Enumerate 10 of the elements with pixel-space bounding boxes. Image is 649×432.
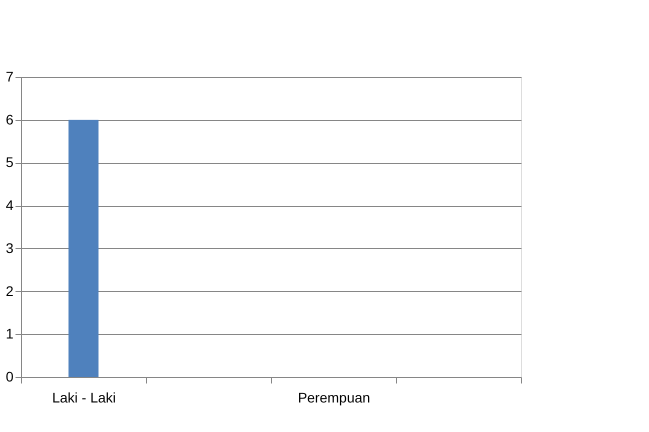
y-tick-label: 6 [6,111,14,128]
y-tick-label: 1 [6,326,14,342]
x-tick-label: Laki - Laki [52,390,116,406]
y-tick-label: 4 [6,197,14,214]
y-tick-label: 0 [6,368,14,384]
y-tick-label: 3 [6,240,14,256]
x-tick-label: Perempuan [298,390,370,406]
y-tick-label: 5 [6,154,14,170]
y-tick-label: 2 [6,282,14,299]
y-tick-label: 7 [6,68,14,84]
